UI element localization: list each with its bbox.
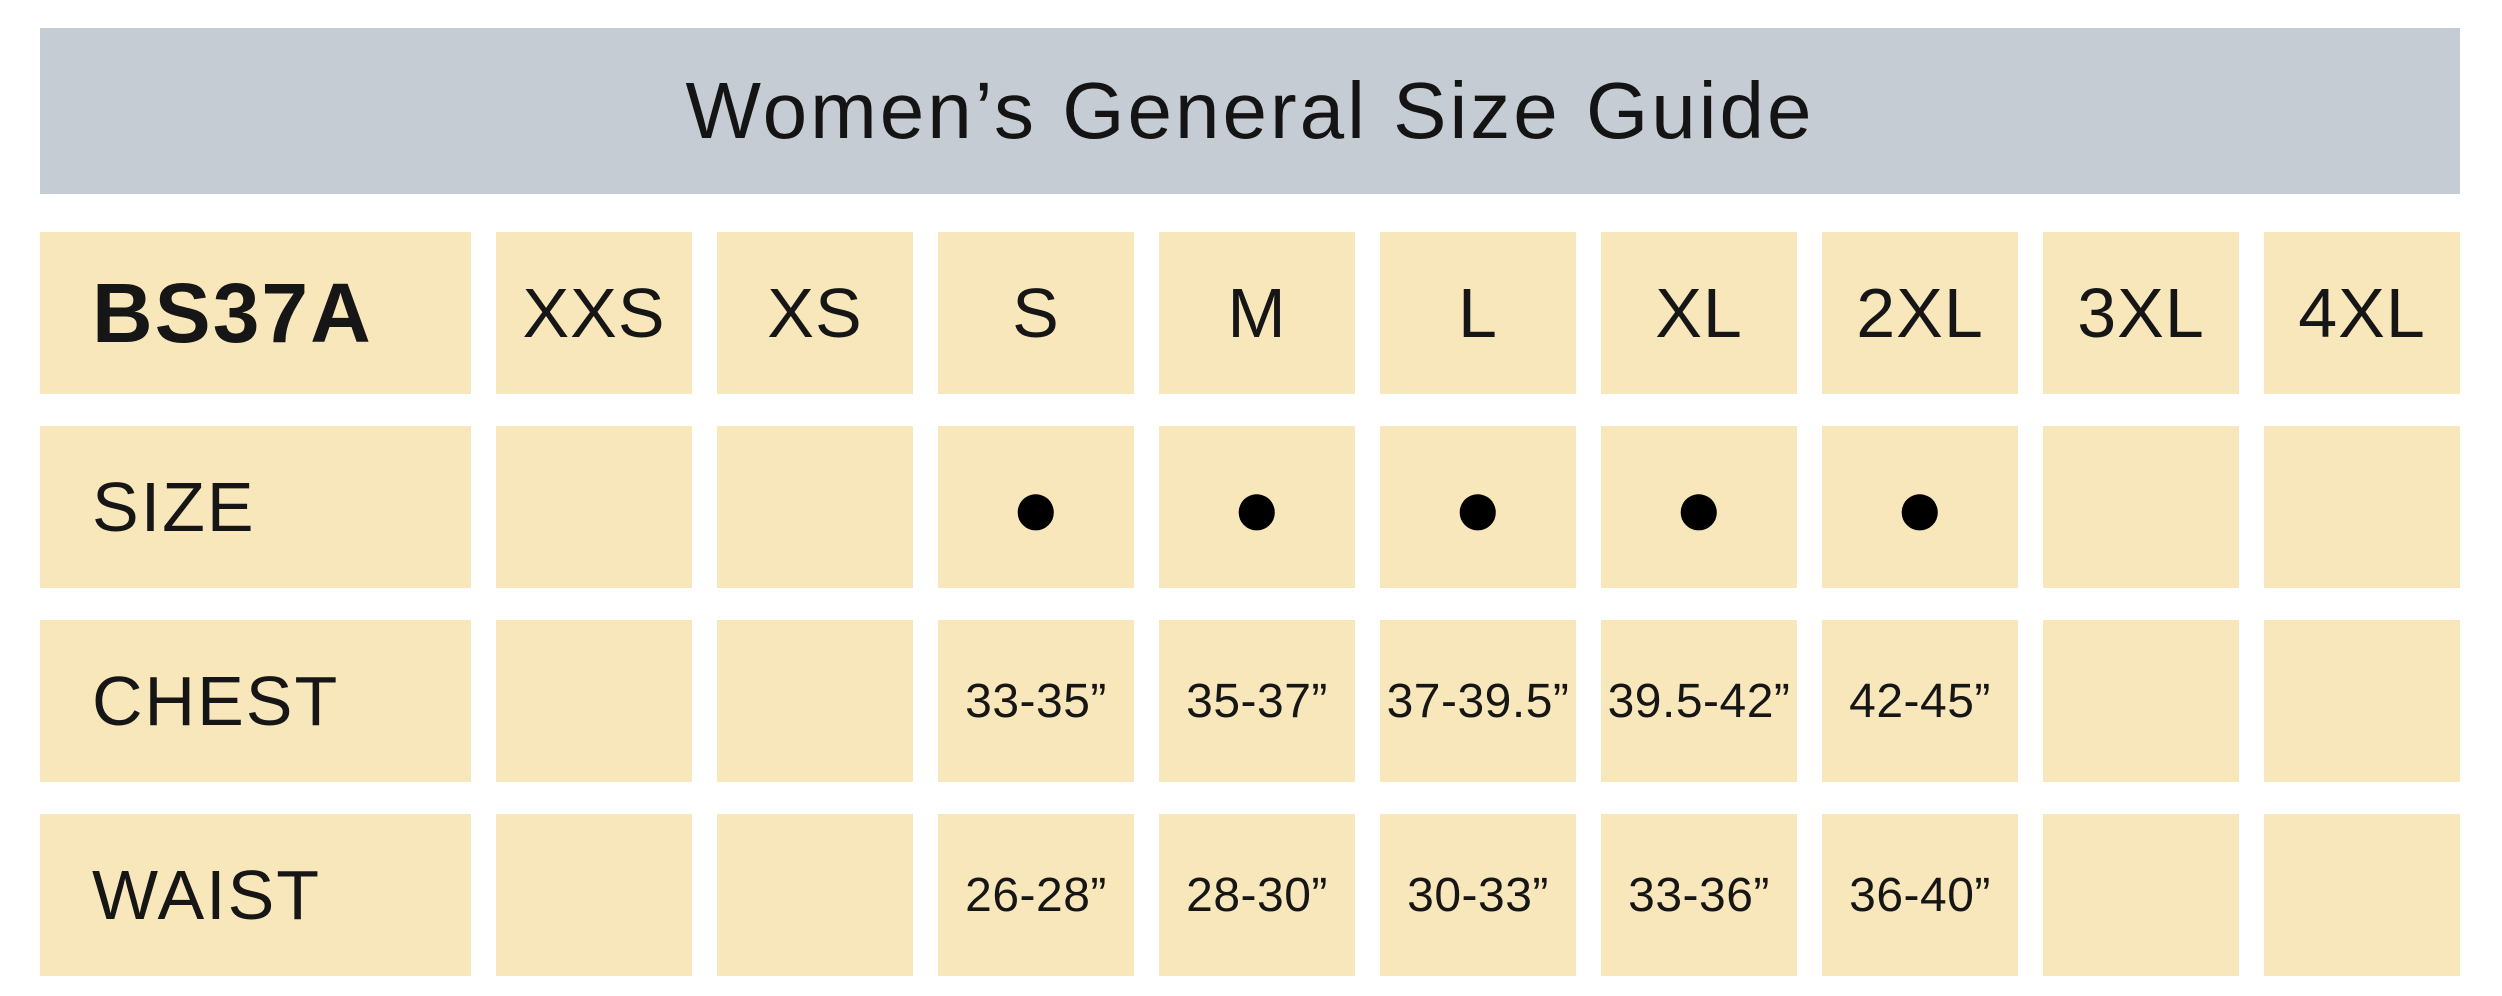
row-label-size: SIZE (40, 426, 471, 588)
size-dot-cell (2043, 426, 2239, 588)
size-dot-cell: ● (1822, 426, 2018, 588)
column-header-xxs: XXS (496, 232, 692, 394)
chest-value-cell (2264, 620, 2460, 782)
row-label-waist: WAIST (40, 814, 471, 976)
column-header-2xl: 2XL (1822, 232, 2018, 394)
waist-value-cell: 30-33” (1380, 814, 1576, 976)
size-dot-cell: ● (1159, 426, 1355, 588)
chest-value-cell: 33-35” (938, 620, 1134, 782)
waist-value-cell: 36-40” (1822, 814, 2018, 976)
waist-value-cell (717, 814, 913, 976)
waist-value-cell (2264, 814, 2460, 976)
chest-value-cell (717, 620, 913, 782)
size-dot-cell (2264, 426, 2460, 588)
column-header-3xl: 3XL (2043, 232, 2239, 394)
waist-value-cell: 26-28” (938, 814, 1134, 976)
title-bar: Women’s General Size Guide (40, 28, 2460, 194)
size-dot-cell: ● (1601, 426, 1797, 588)
column-header-m: M (1159, 232, 1355, 394)
size-dot-cell: ● (1380, 426, 1576, 588)
size-dot-cell (717, 426, 913, 588)
size-dot-cell: ● (938, 426, 1134, 588)
chest-value-cell (496, 620, 692, 782)
row-label-chest: CHEST (40, 620, 471, 782)
chest-value-cell: 35-37” (1159, 620, 1355, 782)
size-dot-cell (496, 426, 692, 588)
waist-value-cell: 28-30” (1159, 814, 1355, 976)
chest-value-cell (2043, 620, 2239, 782)
column-header-l: L (1380, 232, 1576, 394)
chest-value-cell: 39.5-42” (1601, 620, 1797, 782)
column-header-xs: XS (717, 232, 913, 394)
chest-value-cell: 42-45” (1822, 620, 2018, 782)
size-guide-table: BS37A XXS XS S M L XL 2XL 3XL 4XL SIZE ●… (40, 232, 2502, 976)
waist-value-cell: 33-36” (1601, 814, 1797, 976)
waist-value-cell (496, 814, 692, 976)
chest-value-cell: 37-39.5” (1380, 620, 1576, 782)
page-title: Women’s General Size Guide (685, 66, 1815, 155)
column-header-4xl: 4XL (2264, 232, 2460, 394)
column-header-s: S (938, 232, 1134, 394)
product-code-cell: BS37A (40, 232, 471, 394)
waist-value-cell (2043, 814, 2239, 976)
column-header-xl: XL (1601, 232, 1797, 394)
